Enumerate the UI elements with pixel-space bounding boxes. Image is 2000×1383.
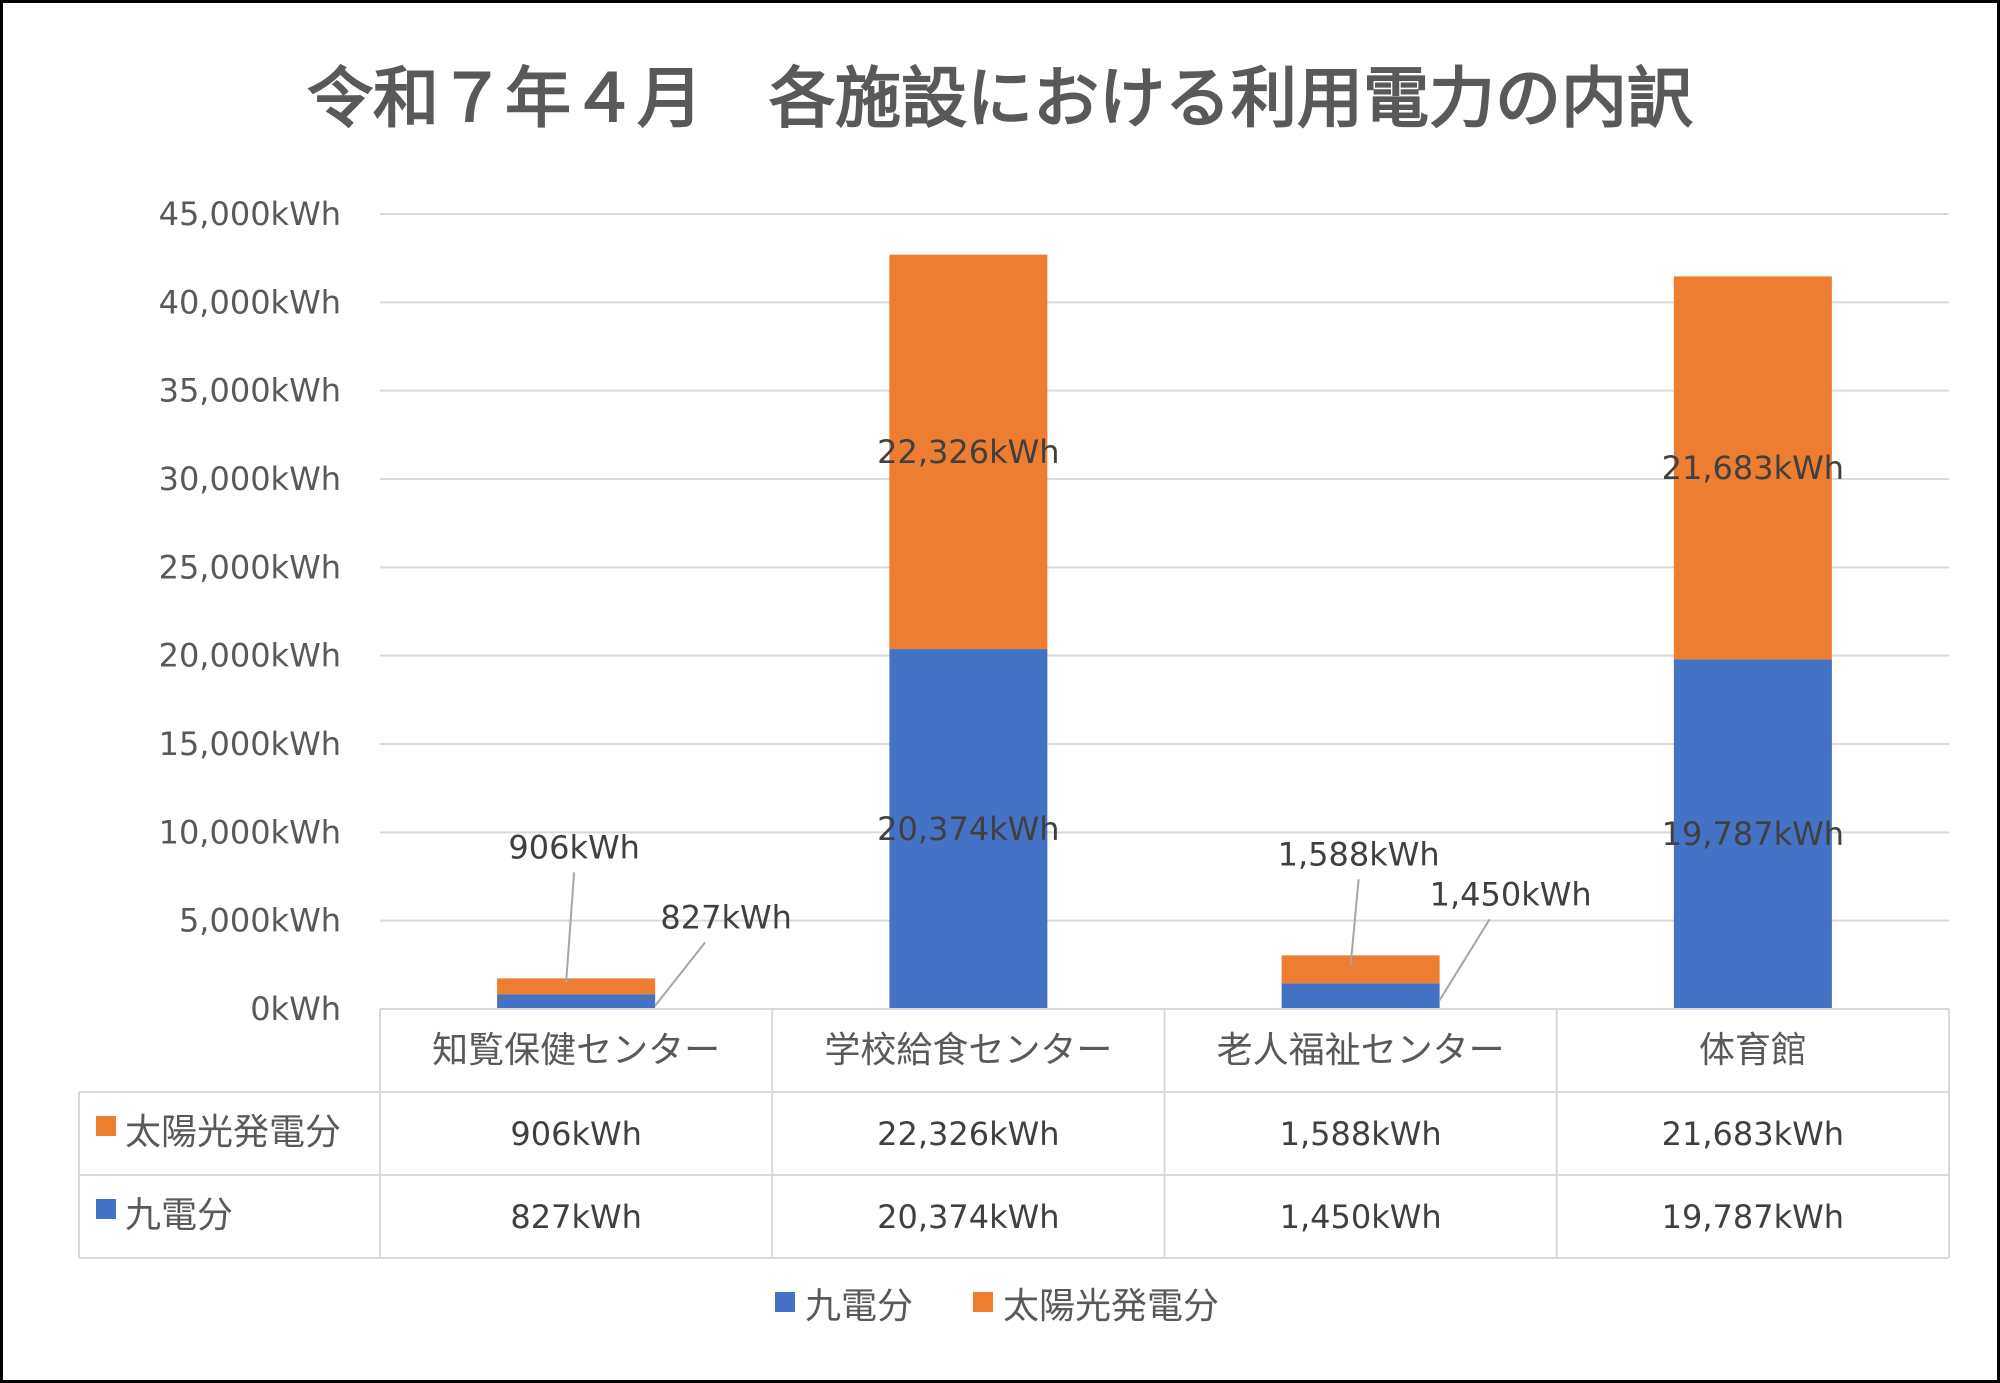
data-label-kyuden: 19,787kWh — [1662, 815, 1844, 853]
chart-title: 令和７年４月 各施設における利用電力の内訳 — [307, 60, 1694, 137]
y-tick-label: 35,000kWh — [159, 372, 341, 410]
y-axis: 0kWh 5,000kWh 10,000kWh 15,000kWh 20,000kWh 2… — [159, 195, 341, 1028]
table-row-label: 太陽光発電分 — [125, 1112, 341, 1153]
leader-line — [1438, 918, 1491, 1001]
category-label: 知覧保健センター — [432, 1030, 720, 1071]
table-cell-solar: 22,326kWh — [877, 1115, 1059, 1153]
leader-line — [654, 941, 706, 1007]
bar-kyuden — [497, 994, 656, 1009]
bar-solar — [497, 978, 656, 995]
table-cell-kyuden: 20,374kWh — [877, 1198, 1059, 1236]
legend-swatch — [775, 1292, 795, 1312]
y-tick-label: 30,000kWh — [159, 460, 341, 498]
legend-label: 九電分 — [805, 1286, 913, 1327]
leader-lines — [565, 872, 1491, 1007]
bar-solar — [1281, 955, 1440, 984]
bars — [497, 254, 1832, 1009]
data-label-kyuden: 1,450kWh — [1430, 875, 1592, 913]
y-tick-label: 5,000kWh — [179, 902, 341, 940]
bar-solar — [889, 254, 1048, 650]
y-tick-label: 15,000kWh — [159, 725, 341, 763]
category-label: 体育館 — [1699, 1030, 1807, 1071]
data-label-solar: 21,683kWh — [1662, 449, 1844, 487]
data-table: 知覧保健センター 906kWh 827kWh 学校給食センター 22,326kWh 20,… — [78, 1008, 1950, 1259]
table-cell-solar: 906kWh — [510, 1115, 642, 1153]
bar-kyuden — [889, 649, 1048, 1009]
data-label-kyuden: 827kWh — [660, 898, 792, 936]
y-tick-label: 45,000kWh — [159, 195, 341, 233]
legend-label: 太陽光発電分 — [1003, 1286, 1219, 1327]
y-tick-label: 40,000kWh — [159, 283, 341, 321]
data-label-solar: 1,588kWh — [1278, 835, 1440, 873]
table-cell-kyuden: 1,450kWh — [1280, 1198, 1442, 1236]
bar-kyuden — [1673, 659, 1832, 1009]
bar-solar — [1673, 276, 1832, 660]
legend: 九電分 太陽光発電分 — [775, 1286, 1219, 1327]
row-color-key — [96, 1199, 116, 1219]
table-cell-solar: 21,683kWh — [1662, 1115, 1844, 1153]
data-labels: 906kWh 827kWh 20,374kWh 22,326kWh 1,588kWh1,… — [508, 433, 1844, 937]
chart-canvas: 令和７年４月 各施設における利用電力の内訳 0kWh 5,000kWh 10,000… — [78, 60, 1950, 1327]
table-cell-kyuden: 827kWh — [510, 1198, 642, 1236]
category-label: 老人福祉センター — [1217, 1030, 1505, 1071]
y-tick-label: 0kWh — [250, 990, 341, 1028]
category-label: 学校給食センター — [824, 1030, 1112, 1071]
y-tick-label: 25,000kWh — [159, 548, 341, 586]
leader-line — [565, 872, 576, 983]
table-cell-kyuden: 19,787kWh — [1662, 1198, 1844, 1236]
data-label-kyuden: 20,374kWh — [877, 810, 1059, 848]
y-tick-label: 20,000kWh — [159, 637, 341, 675]
bar-kyuden — [1281, 983, 1440, 1009]
grid — [380, 213, 1949, 922]
table-cell-solar: 1,588kWh — [1280, 1115, 1442, 1153]
table-row-label: 九電分 — [125, 1195, 233, 1236]
data-label-solar: 22,326kWh — [877, 433, 1059, 471]
row-color-key — [96, 1116, 116, 1136]
leader-line — [1349, 879, 1360, 966]
legend-swatch — [973, 1292, 993, 1312]
data-label-solar: 906kWh — [508, 828, 640, 866]
y-tick-label: 10,000kWh — [159, 813, 341, 851]
